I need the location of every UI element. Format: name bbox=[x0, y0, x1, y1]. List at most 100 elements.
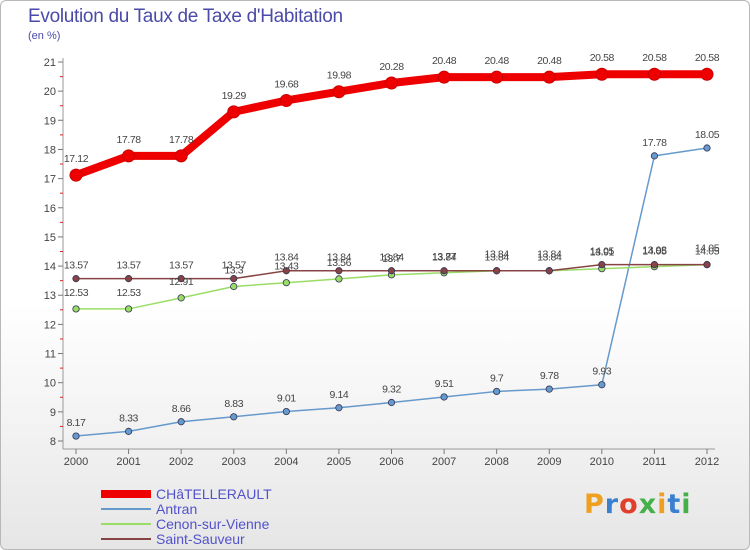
data-label: 13.91 bbox=[590, 247, 615, 259]
x-tick-label: 2003 bbox=[222, 456, 246, 468]
data-point bbox=[440, 393, 448, 401]
data-label: 17.78 bbox=[116, 134, 141, 146]
data-label: 14.05 bbox=[695, 246, 720, 258]
legend-swatch bbox=[101, 523, 151, 525]
legend-swatch bbox=[101, 538, 151, 540]
data-label: 13.84 bbox=[485, 252, 510, 264]
data-point bbox=[437, 70, 451, 84]
data-label: 13.43 bbox=[274, 261, 299, 273]
data-point bbox=[335, 275, 343, 283]
data-point bbox=[230, 275, 238, 283]
y-tick-label: 11 bbox=[45, 349, 56, 361]
data-label: 13.98 bbox=[642, 245, 667, 257]
data-label: 20.48 bbox=[537, 55, 562, 67]
data-label: 19.98 bbox=[327, 70, 352, 82]
data-point bbox=[493, 267, 501, 275]
legend-item: CHâTELLERAULT bbox=[101, 486, 361, 502]
data-point bbox=[703, 144, 711, 152]
data-label: 14.05 bbox=[642, 246, 667, 258]
logo-letter: o bbox=[619, 489, 639, 520]
data-label: 13.84 bbox=[327, 252, 352, 264]
data-label: 20.58 bbox=[695, 52, 720, 64]
data-label: 20.58 bbox=[590, 52, 615, 64]
y-tick-label: 15 bbox=[44, 232, 56, 244]
y-tick-label: 8 bbox=[50, 436, 56, 448]
data-label: 12.53 bbox=[116, 287, 141, 299]
legend-swatch bbox=[101, 490, 151, 498]
data-label: 12.53 bbox=[64, 287, 89, 299]
y-tick-label: 17 bbox=[44, 174, 56, 186]
x-tick-label: 2007 bbox=[432, 456, 456, 468]
data-point bbox=[387, 267, 396, 275]
data-label: 13.84 bbox=[537, 252, 562, 264]
data-point bbox=[545, 385, 553, 393]
data-label: 13.57 bbox=[116, 260, 141, 272]
data-point bbox=[230, 413, 238, 421]
data-label: 8.17 bbox=[67, 417, 86, 429]
legend-item: Cenon-sur-Vienne bbox=[101, 516, 361, 532]
y-tick-label: 18 bbox=[44, 144, 56, 156]
data-label: 17.12 bbox=[64, 153, 89, 165]
unit-label: (en %) bbox=[28, 30, 61, 42]
data-point bbox=[700, 67, 714, 81]
x-tick-label: 2006 bbox=[379, 456, 403, 468]
y-tick-label: 14 bbox=[44, 261, 56, 273]
data-point bbox=[124, 305, 133, 313]
data-label: 13.84 bbox=[432, 252, 457, 264]
x-tick-label: 2010 bbox=[590, 456, 614, 468]
legend-label: Saint-Sauveur bbox=[156, 531, 245, 547]
data-label: 18.05 bbox=[695, 129, 720, 141]
y-tick-label: 13 bbox=[44, 290, 56, 302]
legend-swatch bbox=[101, 508, 151, 510]
data-label: 13.57 bbox=[64, 260, 89, 272]
data-point bbox=[177, 418, 185, 426]
data-label: 19.68 bbox=[274, 78, 299, 90]
data-label: 13.3 bbox=[224, 264, 243, 276]
data-label: 14.05 bbox=[590, 246, 615, 258]
data-label: 13.84 bbox=[537, 249, 562, 261]
y-tick-label: 9 bbox=[50, 407, 56, 419]
data-point bbox=[72, 432, 80, 440]
logo-letter: i bbox=[657, 489, 668, 520]
data-label: 8.66 bbox=[172, 403, 191, 415]
data-label: 9.14 bbox=[329, 389, 348, 401]
data-label: 9.78 bbox=[540, 370, 559, 382]
data-point bbox=[174, 149, 188, 163]
data-label: 17.78 bbox=[642, 137, 667, 149]
data-label: 20.58 bbox=[642, 52, 667, 64]
data-label: 12.91 bbox=[169, 276, 194, 288]
data-label: 20.48 bbox=[485, 55, 510, 67]
data-point bbox=[332, 85, 346, 99]
data-point bbox=[282, 279, 290, 287]
x-tick-label: 2000 bbox=[64, 456, 88, 468]
data-point bbox=[650, 152, 659, 160]
data-point bbox=[598, 261, 606, 269]
data-label: 8.83 bbox=[224, 398, 243, 410]
legend-label: Antran bbox=[156, 501, 198, 517]
data-point bbox=[282, 407, 290, 416]
data-point bbox=[650, 261, 659, 269]
y-tick-label: 12 bbox=[44, 319, 56, 331]
logo-letter: t bbox=[667, 489, 682, 520]
data-point bbox=[387, 398, 396, 407]
data-point bbox=[279, 93, 293, 107]
legend: CHâTELLERAULT Antran Cenon-sur-Vienne Saint… bbox=[101, 486, 361, 547]
data-label: 20.28 bbox=[379, 61, 404, 73]
data-label: 13.56 bbox=[327, 257, 352, 269]
data-point bbox=[335, 267, 343, 275]
x-tick-label: 2001 bbox=[116, 456, 140, 468]
data-label: 9.01 bbox=[277, 393, 296, 405]
x-tick-label: 2012 bbox=[695, 456, 719, 468]
data-point bbox=[230, 282, 238, 291]
data-label: 13.57 bbox=[169, 260, 194, 272]
data-point bbox=[595, 67, 609, 81]
data-label: 13.84 bbox=[485, 249, 510, 261]
data-point bbox=[703, 261, 711, 269]
data-label: 13.77 bbox=[432, 251, 457, 263]
chart-title: Evolution du Taux de Taxe d'Habitation bbox=[28, 6, 343, 27]
data-label: 13.84 bbox=[274, 252, 299, 264]
x-tick-label: 2002 bbox=[169, 456, 193, 468]
x-tick-label: 2009 bbox=[537, 456, 561, 468]
data-label: 17.78 bbox=[169, 134, 194, 146]
